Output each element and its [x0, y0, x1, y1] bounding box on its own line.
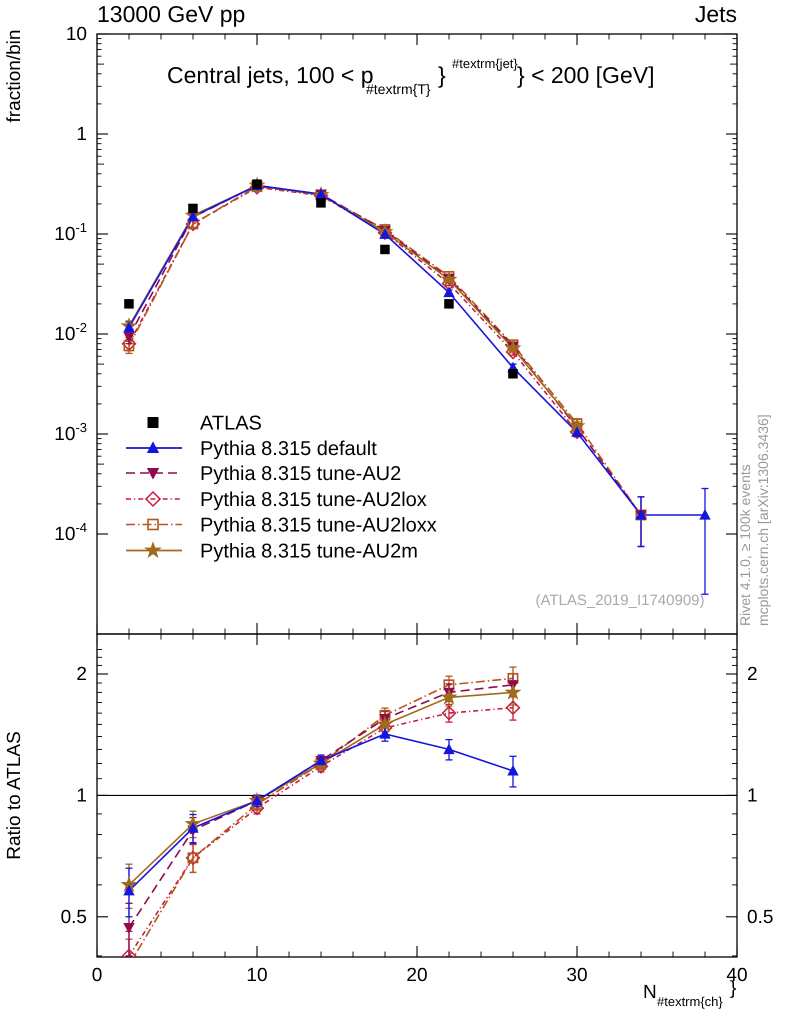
svg-text:Ratio to ATLAS: Ratio to ATLAS: [4, 731, 25, 860]
svg-text:20: 20: [406, 965, 427, 986]
svg-text:(ATLAS_2019_I1740909): (ATLAS_2019_I1740909): [535, 592, 704, 609]
svg-text:Pythia 8.315 tune-AU2m: Pythia 8.315 tune-AU2m: [200, 541, 418, 563]
svg-text:#textrm{T}: #textrm{T}: [366, 81, 431, 97]
svg-text:10: 10: [66, 24, 87, 45]
svg-text:30: 30: [566, 965, 587, 986]
svg-text:2: 2: [747, 664, 758, 685]
svg-text:Pythia 8.315 tune-AU2lox: Pythia 8.315 tune-AU2lox: [200, 489, 427, 511]
svg-text:#textrm{ch}: #textrm{ch}: [657, 994, 723, 1009]
svg-text:} < 200 [GeV]: } < 200 [GeV]: [517, 62, 654, 88]
svg-text:Rivet 4.1.0, ≥ 100k events: Rivet 4.1.0, ≥ 100k events: [737, 464, 753, 626]
svg-text:2: 2: [76, 664, 87, 685]
svg-text:ATLAS: ATLAS: [200, 413, 262, 435]
svg-text:Pythia 8.315 tune-AU2: Pythia 8.315 tune-AU2: [200, 463, 401, 485]
svg-text:N: N: [643, 982, 657, 1003]
svg-text:1: 1: [747, 785, 758, 806]
svg-text:0.5: 0.5: [61, 907, 87, 928]
svg-text:#textrm{jet}: #textrm{jet}: [452, 56, 518, 71]
svg-text:}: }: [730, 978, 736, 999]
svg-text:1: 1: [76, 785, 87, 806]
svg-text:10: 10: [246, 965, 267, 986]
svg-text:13000 GeV pp: 13000 GeV pp: [97, 1, 245, 27]
svg-text:Jets: Jets: [695, 1, 737, 27]
svg-text:Pythia 8.315 tune-AU2loxx: Pythia 8.315 tune-AU2loxx: [200, 515, 437, 537]
svg-text:Central jets, 100 < p: Central jets, 100 < p: [167, 62, 373, 88]
svg-text:0.5: 0.5: [747, 907, 773, 928]
svg-text:fraction/bin: fraction/bin: [4, 30, 25, 123]
svg-text:0: 0: [92, 965, 103, 986]
svg-text:}: }: [438, 62, 446, 88]
svg-text:1: 1: [76, 124, 87, 145]
svg-text:Pythia 8.315 default: Pythia 8.315 default: [200, 438, 377, 460]
svg-text:mcplots.cern.ch [arXiv:1306.34: mcplots.cern.ch [arXiv:1306.3436]: [755, 414, 771, 626]
